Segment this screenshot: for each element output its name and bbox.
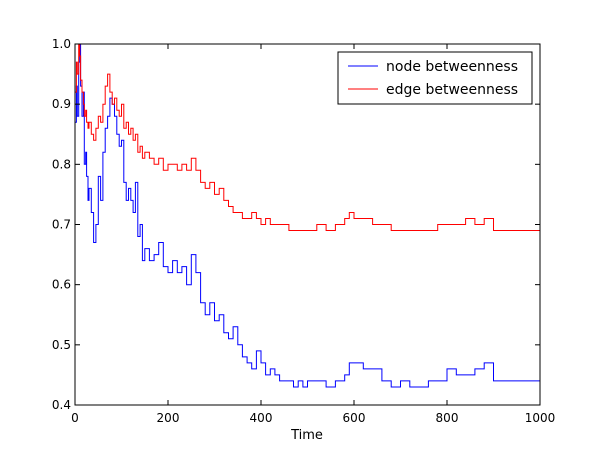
y-tick-label: 1.0 [52, 37, 71, 51]
x-tick-label: 400 [250, 411, 273, 425]
y-axis-ticks: 0.4 0.5 0.6 0.7 0.8 0.9 1.0 [52, 37, 540, 412]
y-tick-label: 0.7 [52, 218, 71, 232]
legend-entry-node-betweenness: node betweenness [348, 59, 518, 75]
series-lines [75, 43, 540, 388]
y-tick-label: 0.9 [52, 97, 71, 111]
legend-box [337, 51, 533, 105]
x-axis-ticks: 0 200 400 600 800 1000 [71, 44, 555, 425]
y-tick-label: 0.6 [52, 278, 71, 292]
x-tick-label: 0 [71, 411, 79, 425]
x-tick-label: 800 [436, 411, 459, 425]
legend-label-node-betweenness: node betweenness [386, 59, 518, 75]
x-tick-label: 200 [157, 411, 180, 425]
x-tick-label: 600 [343, 411, 366, 425]
legend-label-edge-betweenness: edge betweenness [386, 82, 518, 98]
x-axis-label: Time [290, 428, 323, 443]
x-tick-label: 1000 [525, 411, 556, 425]
y-tick-label: 0.4 [52, 398, 71, 412]
y-tick-label: 0.8 [52, 157, 71, 171]
y-tick-label: 0.5 [52, 338, 71, 352]
legend: node betweenness edge betweenness [337, 51, 533, 105]
series-line-edge-betweenness [75, 43, 540, 231]
legend-entry-edge-betweenness: edge betweenness [348, 82, 518, 98]
series-line-node-betweenness [75, 43, 540, 388]
